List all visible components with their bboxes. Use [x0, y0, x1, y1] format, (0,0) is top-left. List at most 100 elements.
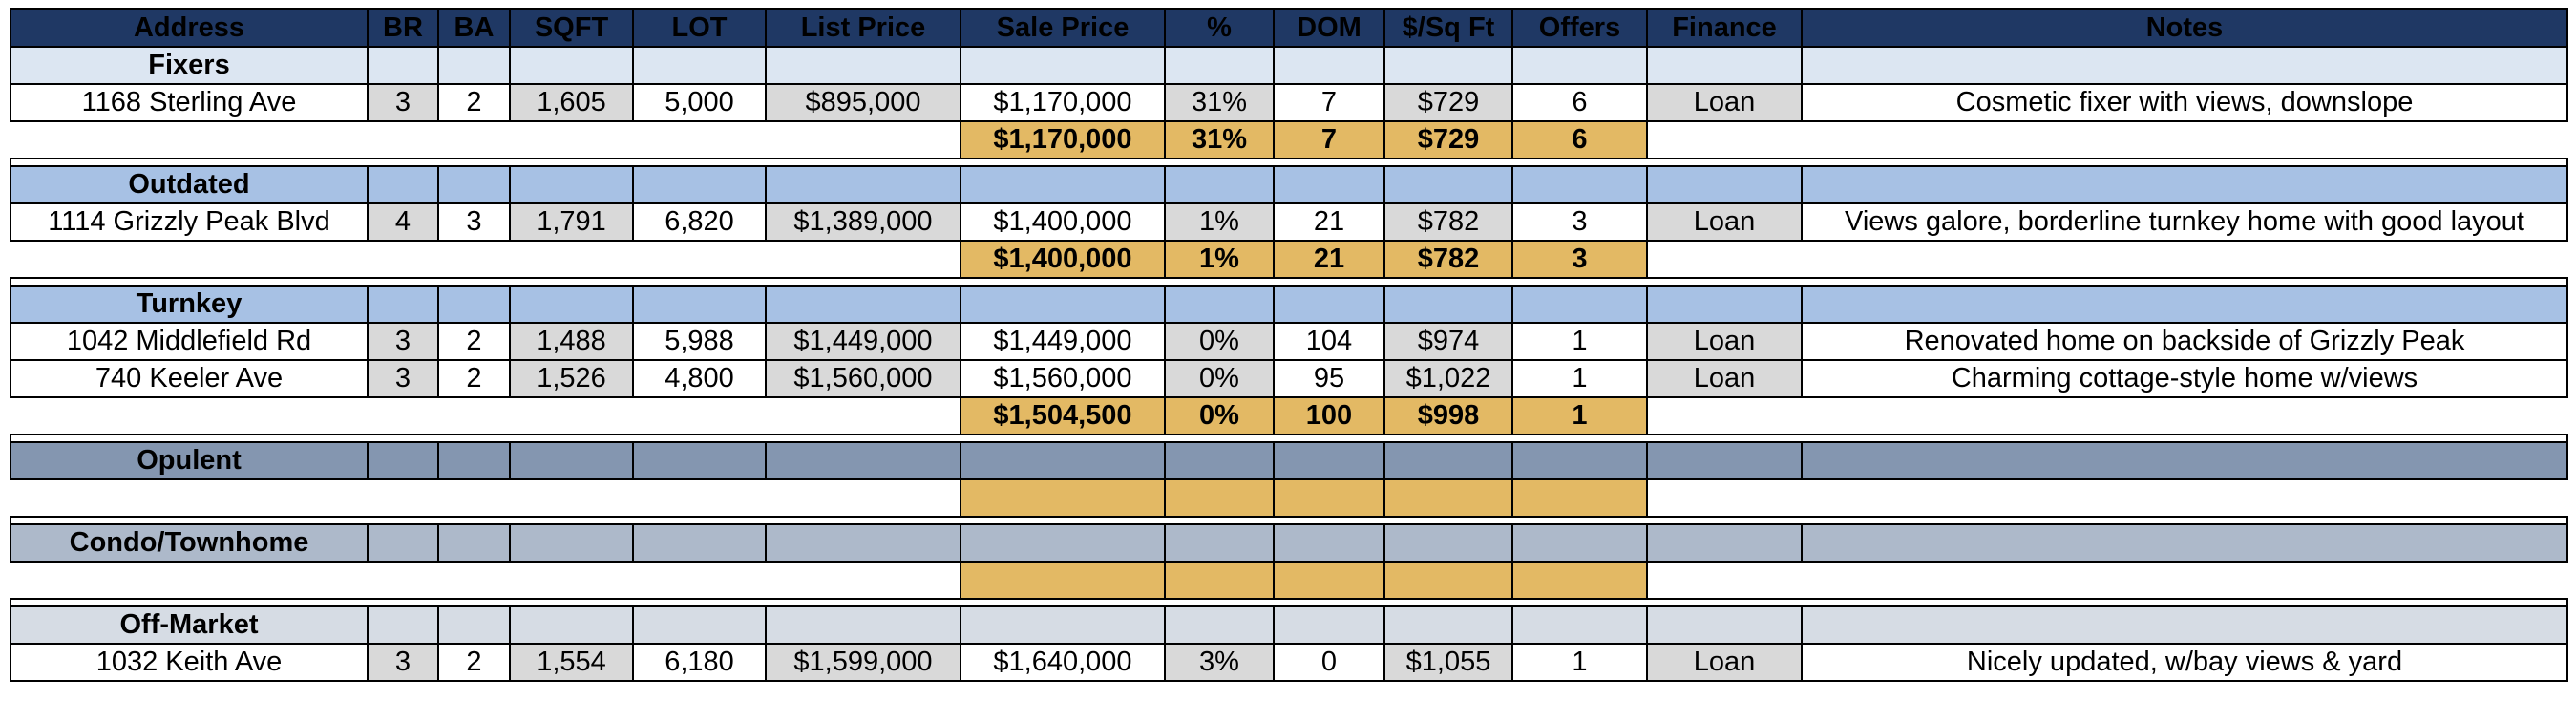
listing-cell-sqft[interactable]: 1,526 [509, 359, 634, 398]
listing-cell-sale[interactable]: $1,449,000 [960, 322, 1166, 361]
summary-cell-dom[interactable]: 100 [1273, 396, 1385, 435]
listing-cell-sqft[interactable]: 1,791 [509, 202, 634, 242]
listing-cell-pct[interactable]: 0% [1164, 322, 1275, 361]
section-header-empty-cell[interactable] [1801, 285, 2568, 324]
section-header-empty-cell[interactable] [1511, 165, 1648, 204]
section-header-empty-cell[interactable] [509, 605, 634, 645]
listing-cell-lot[interactable]: 5,988 [632, 322, 767, 361]
listing-cell-lot[interactable]: 4,800 [632, 359, 767, 398]
summary-cell-sale[interactable] [960, 478, 1166, 518]
section-header-empty-cell[interactable] [632, 165, 767, 204]
section-header-empty-cell[interactable] [765, 46, 961, 85]
section-header-empty-cell[interactable] [1511, 441, 1648, 480]
listing-cell-pct[interactable]: 1% [1164, 202, 1275, 242]
section-header-empty-cell[interactable] [437, 46, 511, 85]
listing-cell-ba[interactable]: 3 [437, 202, 511, 242]
header-cell-sale-price[interactable]: Sale Price [960, 8, 1166, 48]
section-header-empty-cell[interactable] [1383, 605, 1513, 645]
section-header-empty-cell[interactable] [1273, 605, 1385, 645]
listing-cell-sqft[interactable]: 1,605 [509, 83, 634, 122]
listing-cell-br[interactable]: 3 [367, 359, 439, 398]
section-header-empty-cell[interactable] [1164, 285, 1275, 324]
listing-cell-lot[interactable]: 5,000 [632, 83, 767, 122]
section-header-empty-cell[interactable] [437, 441, 511, 480]
section-header-empty-cell[interactable] [509, 285, 634, 324]
section-header-empty-cell[interactable] [960, 441, 1166, 480]
section-header-empty-cell[interactable] [1511, 46, 1648, 85]
listing-cell-sale[interactable]: $1,640,000 [960, 643, 1166, 682]
listing-cell-ba[interactable]: 2 [437, 83, 511, 122]
section-header-empty-cell[interactable] [960, 165, 1166, 204]
header-cell-ba[interactable]: BA [437, 8, 511, 48]
section-header-empty-cell[interactable] [1646, 46, 1803, 85]
listing-cell-ba[interactable]: 2 [437, 322, 511, 361]
section-header-empty-cell[interactable] [437, 165, 511, 204]
summary-cell-offers[interactable] [1511, 478, 1648, 518]
section-header-empty-cell[interactable] [1383, 285, 1513, 324]
summary-cell-ppsf[interactable]: $782 [1383, 240, 1513, 279]
section-header-empty-cell[interactable] [1273, 46, 1385, 85]
listing-cell-lot[interactable]: 6,180 [632, 643, 767, 682]
listing-cell-finance[interactable]: Loan [1646, 322, 1803, 361]
section-header-empty-cell[interactable] [1164, 605, 1275, 645]
listing-cell-offers[interactable]: 3 [1511, 202, 1648, 242]
listing-cell-sqft[interactable]: 1,488 [509, 322, 634, 361]
section-header-empty-cell[interactable] [1801, 165, 2568, 204]
section-header-empty-cell[interactable] [632, 523, 767, 563]
summary-cell-ppsf[interactable] [1383, 478, 1513, 518]
section-header-empty-cell[interactable] [1164, 441, 1275, 480]
listing-cell-list[interactable]: $1,389,000 [765, 202, 961, 242]
listing-cell-ppsf[interactable]: $1,022 [1383, 359, 1513, 398]
listing-cell-notes[interactable]: Charming cottage-style home w/views [1801, 359, 2568, 398]
section-header-empty-cell[interactable] [509, 46, 634, 85]
listing-cell-finance[interactable]: Loan [1646, 359, 1803, 398]
section-header-empty-cell[interactable] [367, 605, 439, 645]
section-header-empty-cell[interactable] [1273, 523, 1385, 563]
listing-cell-ppsf[interactable]: $782 [1383, 202, 1513, 242]
summary-cell-pct[interactable] [1164, 561, 1275, 600]
listing-cell-lot[interactable]: 6,820 [632, 202, 767, 242]
listing-cell-list[interactable]: $1,449,000 [765, 322, 961, 361]
section-header-empty-cell[interactable] [437, 523, 511, 563]
listing-cell-offers[interactable]: 1 [1511, 643, 1648, 682]
section-header-empty-cell[interactable] [1646, 165, 1803, 204]
section-header-empty-cell[interactable] [1273, 165, 1385, 204]
section-header-empty-cell[interactable] [1646, 285, 1803, 324]
section-header-empty-cell[interactable] [1383, 441, 1513, 480]
section-header-empty-cell[interactable] [367, 46, 439, 85]
listing-cell-br[interactable]: 3 [367, 322, 439, 361]
listing-cell-dom[interactable]: 21 [1273, 202, 1385, 242]
listing-cell-ppsf[interactable]: $1,055 [1383, 643, 1513, 682]
header-cell-percent[interactable]: % [1164, 8, 1275, 48]
listing-cell-list[interactable]: $895,000 [765, 83, 961, 122]
section-header-empty-cell[interactable] [765, 165, 961, 204]
section-header-empty-cell[interactable] [437, 285, 511, 324]
header-cell-br[interactable]: BR [367, 8, 439, 48]
listing-cell-address[interactable]: 1168 Sterling Ave [10, 83, 369, 122]
listing-cell-finance[interactable]: Loan [1646, 202, 1803, 242]
listing-cell-pct[interactable]: 31% [1164, 83, 1275, 122]
section-header-empty-cell[interactable] [1164, 46, 1275, 85]
listing-cell-list[interactable]: $1,599,000 [765, 643, 961, 682]
summary-cell-pct[interactable]: 0% [1164, 396, 1275, 435]
listing-cell-dom[interactable]: 7 [1273, 83, 1385, 122]
section-header-empty-cell[interactable] [437, 605, 511, 645]
section-header-empty-cell[interactable] [1646, 523, 1803, 563]
header-cell-list-price[interactable]: List Price [765, 8, 961, 48]
listing-cell-address[interactable]: 1114 Grizzly Peak Blvd [10, 202, 369, 242]
section-header-empty-cell[interactable] [1801, 605, 2568, 645]
listing-cell-pct[interactable]: 3% [1164, 643, 1275, 682]
section-header-empty-cell[interactable] [1801, 441, 2568, 480]
section-title-cell[interactable]: Opulent [10, 441, 369, 480]
section-header-empty-cell[interactable] [1383, 165, 1513, 204]
listing-cell-finance[interactable]: Loan [1646, 83, 1803, 122]
listing-cell-br[interactable]: 3 [367, 643, 439, 682]
section-header-empty-cell[interactable] [632, 605, 767, 645]
summary-cell-dom[interactable]: 7 [1273, 120, 1385, 159]
summary-cell-pct[interactable] [1164, 478, 1275, 518]
section-header-empty-cell[interactable] [1511, 605, 1648, 645]
summary-cell-sale[interactable]: $1,504,500 [960, 396, 1166, 435]
listing-cell-notes[interactable]: Renovated home on backside of Grizzly Pe… [1801, 322, 2568, 361]
section-header-empty-cell[interactable] [1164, 165, 1275, 204]
section-header-empty-cell[interactable] [1383, 523, 1513, 563]
